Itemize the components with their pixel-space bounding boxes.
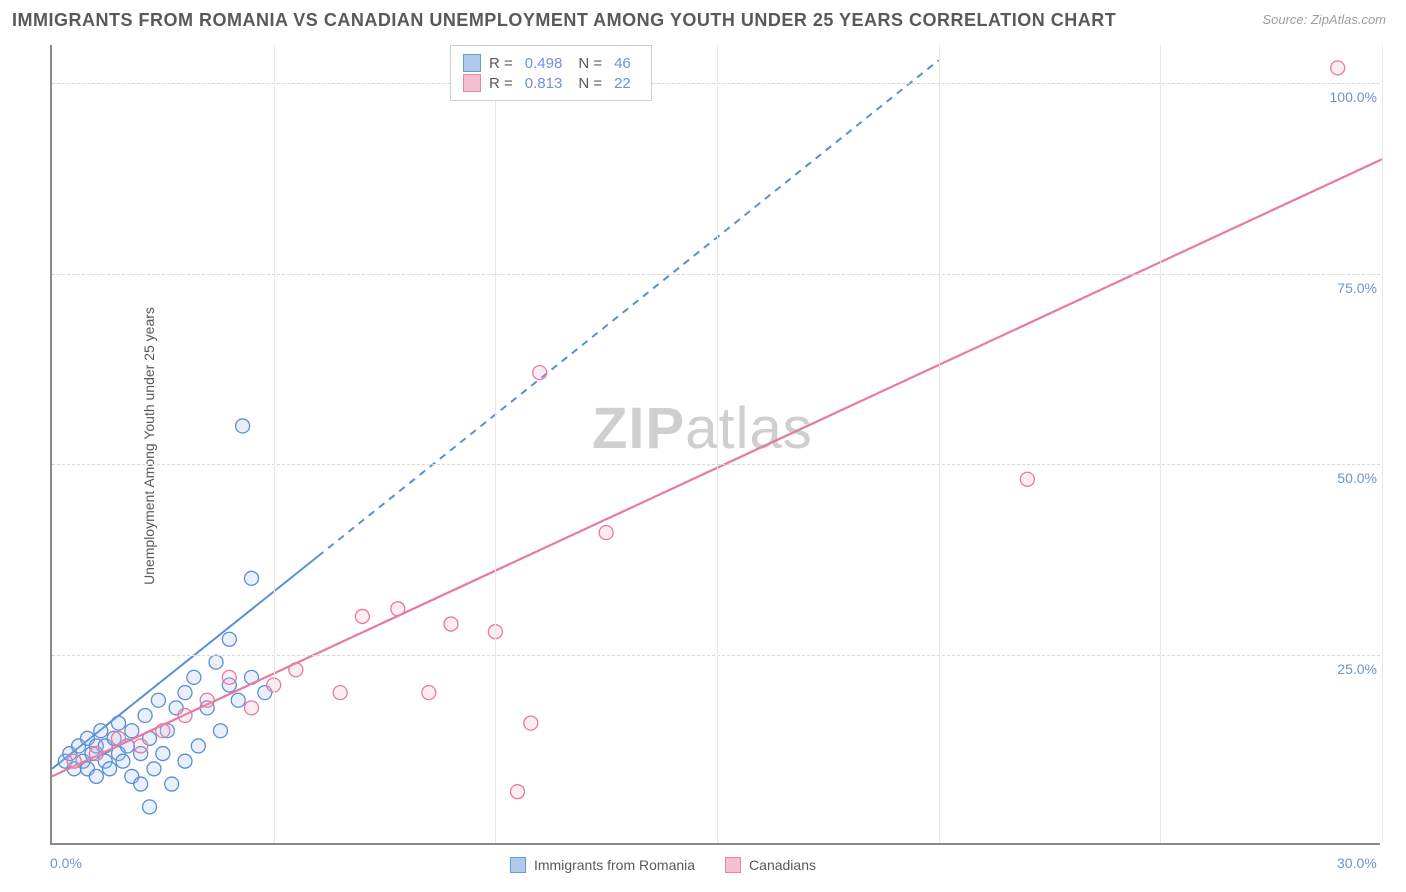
data-point-immigrants <box>209 655 223 669</box>
data-point-canadians <box>245 701 259 715</box>
data-point-immigrants <box>94 724 108 738</box>
legend-swatch <box>463 54 481 72</box>
gridline-h <box>52 464 1380 465</box>
data-point-canadians <box>178 708 192 722</box>
gridline-v <box>495 45 496 843</box>
data-point-canadians <box>134 739 148 753</box>
data-point-immigrants <box>178 754 192 768</box>
data-point-immigrants <box>187 670 201 684</box>
data-point-immigrants <box>89 769 103 783</box>
data-point-immigrants <box>112 716 126 730</box>
data-point-canadians <box>533 366 547 380</box>
y-tick-label: 25.0% <box>1322 661 1377 677</box>
gridline-h <box>52 274 1380 275</box>
trend-line-immigrants-dashed <box>318 60 939 556</box>
data-point-canadians <box>599 526 613 540</box>
data-point-canadians <box>444 617 458 631</box>
legend-r-label: R = <box>489 75 513 92</box>
legend-series: Immigrants from Romania Canadians <box>510 855 816 875</box>
data-point-immigrants <box>151 693 165 707</box>
data-point-immigrants <box>116 754 130 768</box>
data-point-immigrants <box>231 693 245 707</box>
data-point-canadians <box>156 724 170 738</box>
data-point-immigrants <box>156 747 170 761</box>
data-point-immigrants <box>143 800 157 814</box>
data-point-immigrants <box>178 686 192 700</box>
data-point-immigrants <box>213 724 227 738</box>
data-point-canadians <box>89 747 103 761</box>
legend-swatch <box>463 74 481 92</box>
data-point-immigrants <box>222 632 236 646</box>
data-point-immigrants <box>245 571 259 585</box>
legend-n-label: N = <box>578 55 602 72</box>
source-attribution: Source: ZipAtlas.com <box>1262 12 1386 27</box>
legend-stat-row: R = 0.498 N = 46 <box>463 54 639 72</box>
x-tick-label: 30.0% <box>1337 855 1377 871</box>
y-tick-label: 75.0% <box>1322 280 1377 296</box>
data-point-canadians <box>112 731 126 745</box>
data-point-canadians <box>524 716 538 730</box>
data-point-immigrants <box>103 762 117 776</box>
y-tick-label: 100.0% <box>1322 89 1377 105</box>
data-point-canadians <box>67 754 81 768</box>
y-tick-label: 50.0% <box>1322 470 1377 486</box>
legend-series-item: Canadians <box>725 857 816 873</box>
legend-r-value: 0.813 <box>525 75 563 92</box>
legend-stats-box: R = 0.498 N = 46 R = 0.813 N = 22 <box>450 45 652 101</box>
gridline-v <box>1382 45 1383 843</box>
legend-n-label: N = <box>578 75 602 92</box>
data-point-canadians <box>391 602 405 616</box>
data-point-canadians <box>1331 61 1345 75</box>
gridline-v <box>1160 45 1161 843</box>
data-point-canadians <box>1020 472 1034 486</box>
legend-n-value: 22 <box>614 75 631 92</box>
data-point-immigrants <box>191 739 205 753</box>
legend-series-item: Immigrants from Romania <box>510 857 695 873</box>
data-point-immigrants <box>134 777 148 791</box>
gridline-h <box>52 655 1380 656</box>
legend-swatch <box>510 857 526 873</box>
x-tick-label: 0.0% <box>50 855 82 871</box>
data-point-immigrants <box>138 708 152 722</box>
data-point-immigrants <box>165 777 179 791</box>
data-point-canadians <box>333 686 347 700</box>
data-point-immigrants <box>236 419 250 433</box>
plot-area: ZIPatlas 25.0%50.0%75.0%100.0%0.0%30.0% <box>50 45 1380 845</box>
data-point-canadians <box>511 785 525 799</box>
legend-series-label: Immigrants from Romania <box>534 857 695 873</box>
data-point-canadians <box>289 663 303 677</box>
legend-swatch <box>725 857 741 873</box>
gridline-v <box>717 45 718 843</box>
legend-r-label: R = <box>489 55 513 72</box>
data-point-canadians <box>222 670 236 684</box>
chart-title: IMMIGRANTS FROM ROMANIA VS CANADIAN UNEM… <box>12 10 1116 31</box>
legend-series-label: Canadians <box>749 857 816 873</box>
data-point-canadians <box>355 609 369 623</box>
gridline-v <box>274 45 275 843</box>
gridline-v <box>939 45 940 843</box>
data-point-immigrants <box>125 724 139 738</box>
legend-n-value: 46 <box>614 55 631 72</box>
data-point-canadians <box>422 686 436 700</box>
legend-stat-row: R = 0.813 N = 22 <box>463 74 639 92</box>
gridline-h <box>52 83 1380 84</box>
legend-r-value: 0.498 <box>525 55 563 72</box>
data-point-canadians <box>200 693 214 707</box>
data-point-immigrants <box>147 762 161 776</box>
